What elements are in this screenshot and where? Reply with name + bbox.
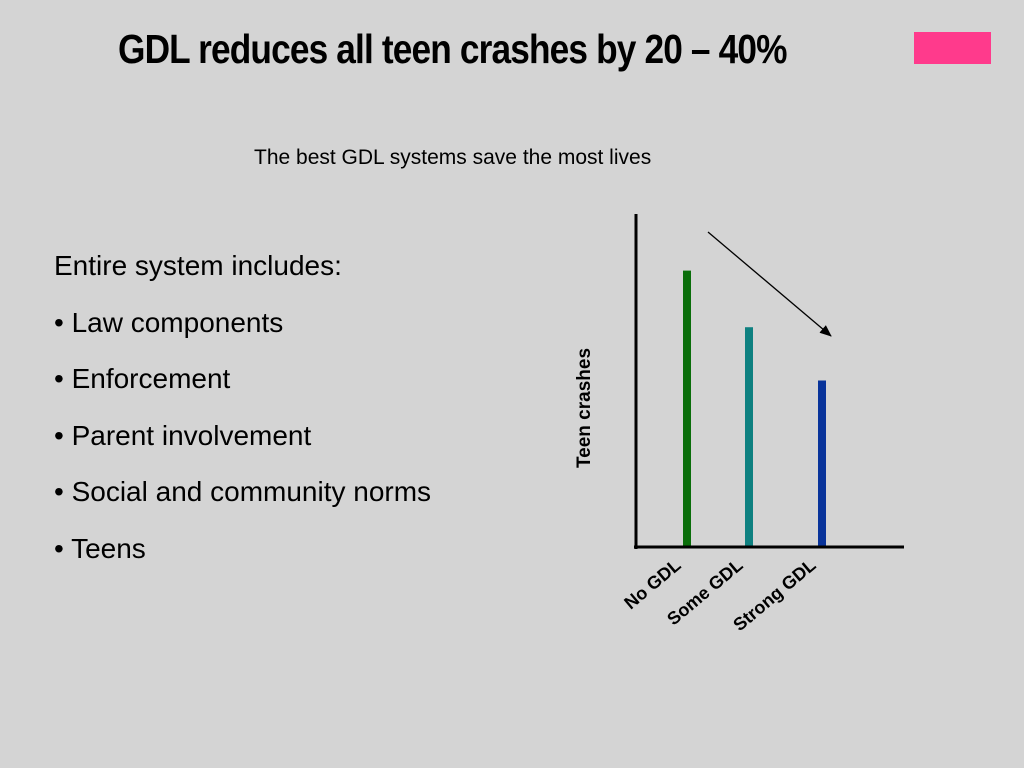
slide-title: GDL reduces all teen crashes by 20 – 40% [118,26,787,72]
trend-arrow [707,231,832,337]
y-axis-label: Teen crashes [574,348,595,468]
bar-some-gdl [745,327,753,547]
bullet-list: Entire system includes: • Law components… [54,238,431,577]
bullet-item: • Teens [54,532,146,564]
accent-tab [914,32,991,64]
bullet-heading: Entire system includes: [54,250,342,281]
bar-no-gdl [683,270,691,547]
bar-strong-gdl [818,380,826,547]
slide-subtitle: The best GDL systems save the most lives [254,146,652,169]
bullet-item: • Parent involvement [54,419,312,451]
bullet-item: • Enforcement [54,363,231,394]
bullet-item: • Social and community norms [54,476,432,507]
bullet-item: • Law components [54,306,284,338]
